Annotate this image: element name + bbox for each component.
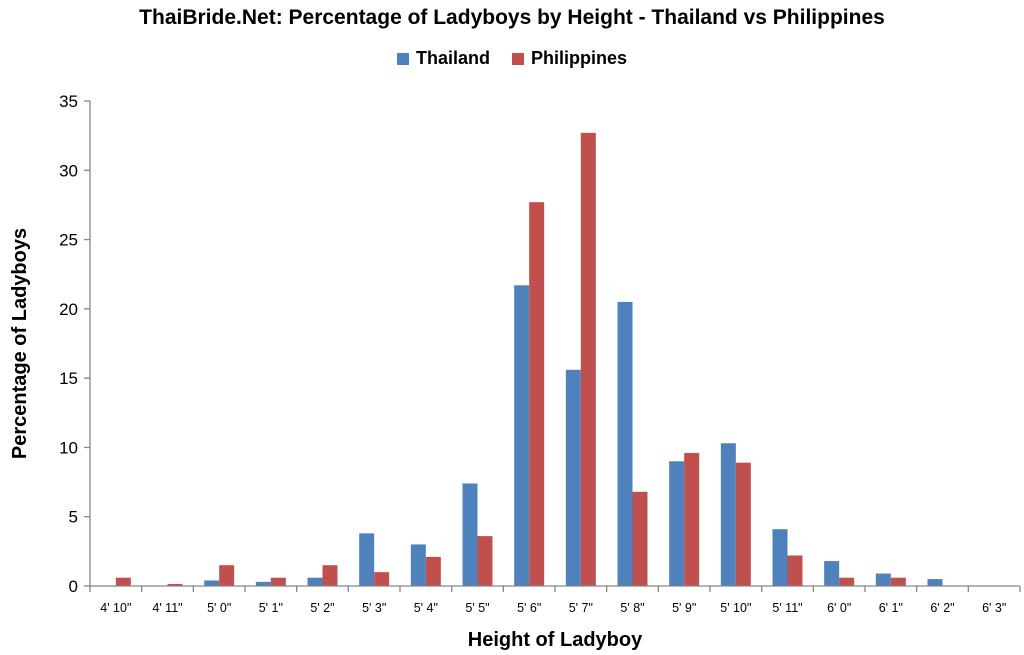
x-tick-label: 6' 0" (827, 601, 851, 615)
bar-philippines-7 (477, 536, 493, 586)
bar-philippines-6 (425, 556, 441, 586)
legend-label-philippines: Philippines (531, 48, 628, 68)
bar-philippines-1 (167, 583, 183, 586)
y-tick-label: 10 (59, 438, 78, 457)
x-tick-label: 5' 2" (310, 601, 334, 615)
bar-philippines-2 (219, 565, 235, 586)
y-tick-label: 20 (59, 300, 78, 319)
bar-philippines-13 (787, 555, 803, 586)
bar-philippines-11 (684, 452, 700, 586)
y-tick-label: 5 (69, 508, 78, 527)
legend-item-philippines: Philippines (512, 48, 627, 69)
x-tick-label: 6' 1" (879, 601, 903, 615)
x-tick-label: 5' 8" (620, 601, 644, 615)
bar-thailand-6 (410, 544, 426, 586)
y-tick-label: 30 (59, 161, 78, 180)
bar-philippines-0 (115, 577, 131, 586)
bar-thailand-10 (617, 301, 633, 586)
bar-thailand-7 (462, 483, 478, 586)
bar-thailand-15 (875, 573, 891, 586)
x-tick-label: 5' 4" (414, 601, 438, 615)
y-tick-label: 0 (69, 577, 78, 596)
x-tick-label: 5' 11" (772, 601, 802, 615)
bar-philippines-10 (632, 491, 648, 586)
legend-label-thailand: Thailand (415, 48, 490, 68)
x-tick-label: 5' 1" (259, 601, 283, 615)
bar-thailand-13 (772, 529, 788, 586)
x-tick-label: 5' 10" (720, 601, 751, 615)
y-axis-title: Percentage of Ladyboys (9, 228, 31, 459)
y-tick-label: 15 (59, 369, 78, 388)
bar-philippines-3 (270, 577, 286, 586)
x-tick-label: 6' 2" (930, 601, 954, 615)
legend-swatch-thailand (396, 52, 409, 65)
bar-philippines-4 (322, 565, 338, 586)
x-axis-title: Height of Ladyboy (468, 629, 643, 651)
x-tick-label: 5' 5" (465, 601, 489, 615)
x-tick-label: 5' 3" (362, 601, 386, 615)
bar-thailand-16 (927, 579, 943, 586)
x-tick-label: 4' 11" (152, 601, 182, 615)
x-tick-label: 5' 7" (569, 601, 593, 615)
bar-philippines-14 (839, 577, 855, 586)
bar-thailand-3 (255, 581, 271, 586)
y-tick-label: 25 (59, 231, 78, 250)
x-tick-label: 5' 6" (517, 601, 541, 615)
bar-philippines-8 (529, 202, 545, 586)
x-tick-label: 6' 3" (982, 601, 1006, 615)
x-tick-label: 5' 9" (672, 601, 696, 615)
bar-philippines-9 (580, 132, 596, 586)
bar-philippines-15 (890, 577, 906, 586)
bar-thailand-8 (514, 285, 530, 586)
legend: Thailand Philippines (0, 48, 1024, 69)
bar-thailand-4 (307, 577, 323, 586)
x-tick-label: 5' 0" (207, 601, 231, 615)
chart-title: ThaiBride.Net: Percentage of Ladyboys by… (139, 6, 885, 29)
legend-swatch-philippines (512, 52, 524, 65)
bar-thailand-2 (204, 580, 220, 586)
bar-thailand-11 (669, 461, 685, 586)
x-tick-label: 4' 10" (100, 601, 131, 615)
legend-item-thailand: Thailand (396, 48, 490, 69)
bar-thailand-5 (359, 533, 375, 586)
bar-thailand-12 (720, 443, 736, 586)
y-tick-label: 35 (59, 92, 78, 111)
bar-philippines-5 (374, 572, 390, 586)
bar-thailand-9 (565, 369, 581, 586)
bar-thailand-14 (824, 561, 840, 586)
bar-philippines-12 (735, 462, 751, 586)
